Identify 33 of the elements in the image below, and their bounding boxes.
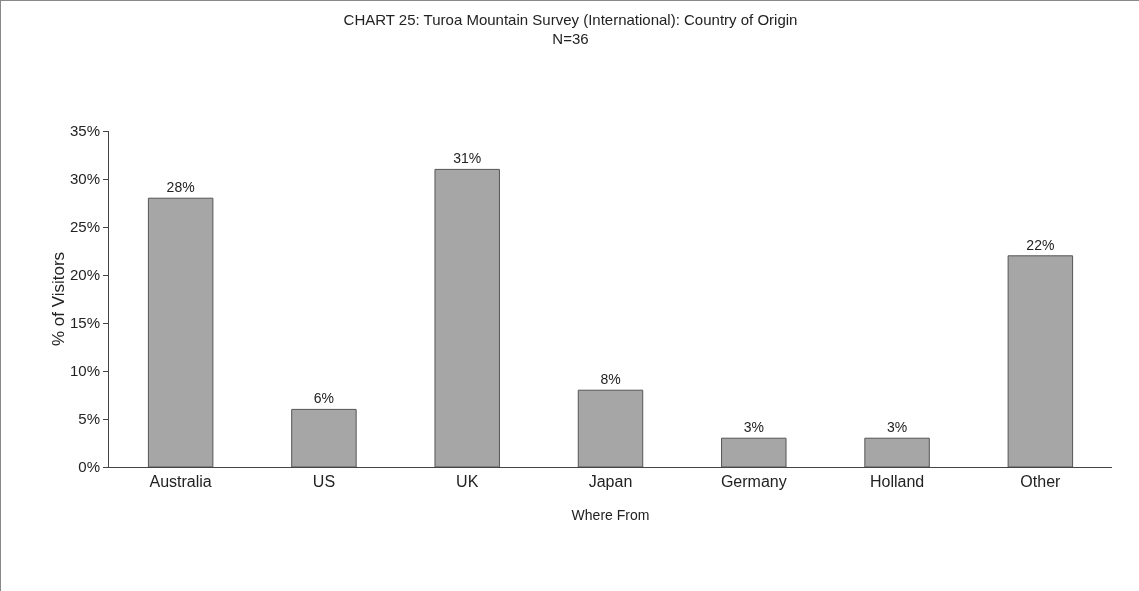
x-tick-label: UK	[456, 473, 479, 491]
y-tick-label: 20%	[69, 266, 100, 284]
y-tick-label: 25%	[69, 218, 100, 236]
y-tick-label: 30%	[69, 170, 100, 188]
chart-subtitle: N=36	[552, 30, 589, 48]
bar	[1007, 255, 1074, 467]
y-tick-label: 10%	[69, 362, 100, 380]
y-tick-label: 15%	[69, 314, 100, 332]
data-label: 3%	[886, 419, 908, 436]
data-label: 28%	[166, 179, 195, 196]
y-tick-label: 0%	[78, 458, 100, 476]
data-label: 31%	[453, 150, 482, 167]
bar	[721, 437, 787, 467]
y-tick-label: 5%	[78, 410, 100, 428]
data-label: 22%	[1026, 236, 1055, 253]
bar	[577, 389, 644, 467]
bar	[147, 197, 214, 467]
x-tick-label: US	[312, 473, 336, 491]
chart-title: CHART 25: Turoa Mountain Survey (International): Country of Origin	[343, 10, 798, 28]
data-label: 6%	[313, 390, 335, 407]
x-tick-label: Japan	[588, 473, 633, 491]
x-tick-label: Other	[1020, 473, 1062, 491]
data-label: 8%	[600, 371, 621, 388]
data-label: 3%	[743, 419, 764, 436]
x-tick-label: Australia	[149, 473, 212, 491]
x-tick-label: Germany	[720, 473, 787, 491]
y-axis-title: % of Visitors	[48, 251, 68, 347]
bar	[864, 437, 930, 467]
bar	[291, 408, 357, 467]
x-axis-title: Where From	[571, 506, 650, 523]
bar	[434, 168, 500, 467]
y-tick-label: 35%	[69, 122, 100, 140]
x-tick-label: Holland	[869, 473, 925, 491]
